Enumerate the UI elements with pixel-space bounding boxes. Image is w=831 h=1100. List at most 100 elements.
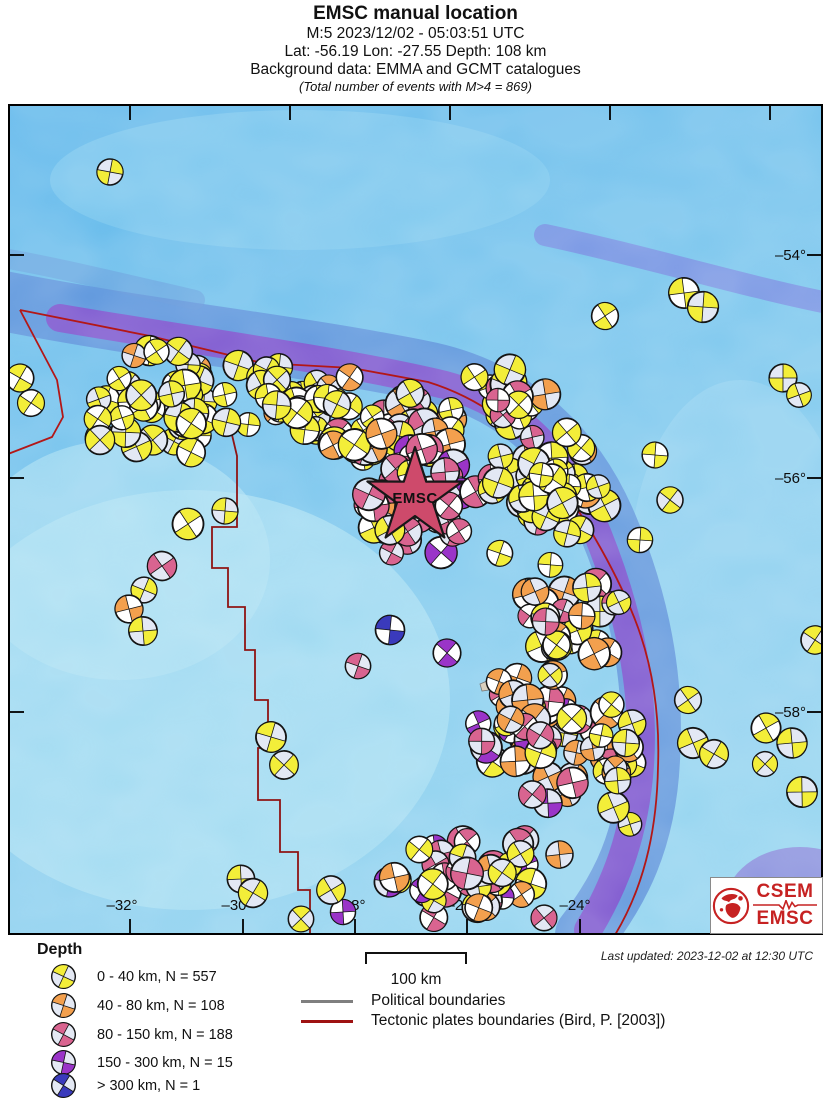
legend-beachball <box>50 992 77 1019</box>
focal-mechanism <box>520 577 550 606</box>
focal-mechanism <box>656 486 684 514</box>
focal-mechanism <box>496 705 525 734</box>
focal-mechanism <box>96 158 124 186</box>
focal-mechanism <box>626 526 654 554</box>
legend-item-label: 150 - 300 km, N = 15 <box>97 1054 233 1071</box>
legend: Depth 0 - 40 km, N = 557 40 - 80 km, N =… <box>0 935 831 1100</box>
lat-label: –54° <box>775 247 806 264</box>
focal-mechanism <box>237 877 269 909</box>
lat-label: –58° <box>775 704 806 721</box>
focal-mechanism <box>493 353 527 387</box>
focal-mechanism <box>235 412 261 437</box>
focal-mechanism <box>537 551 564 578</box>
bathymetry-background <box>8 104 823 935</box>
focal-mechanism <box>572 572 602 603</box>
focal-mechanism <box>211 497 239 525</box>
focal-mechanism <box>450 856 484 891</box>
epicenter-star: EMSC <box>366 445 464 539</box>
legend-beachball <box>50 1072 77 1099</box>
focal-mechanism <box>352 477 386 512</box>
focal-mechanism <box>121 342 147 369</box>
focal-mechanism <box>109 405 135 431</box>
legend-beachball <box>50 963 77 990</box>
focal-mechanism <box>143 338 170 365</box>
event-magnitude-time: M:5 2023/12/02 - 05:03:51 UTC <box>306 25 525 42</box>
focal-mechanism <box>556 703 588 735</box>
focal-mechanism <box>261 390 292 420</box>
focal-mechanism <box>519 424 545 450</box>
focal-mechanism <box>546 486 579 520</box>
focal-mechanism <box>335 363 364 392</box>
focal-mechanism <box>605 589 632 616</box>
focal-mechanism <box>146 550 178 582</box>
legend-item-label: 0 - 40 km, N = 557 <box>97 968 217 985</box>
page-title: EMSC manual location <box>313 3 518 24</box>
focal-mechanism <box>588 723 614 748</box>
focal-mechanism <box>322 390 352 419</box>
legend-item-label: 80 - 150 km, N = 188 <box>97 1026 233 1043</box>
focal-mechanism <box>597 791 630 824</box>
focal-mechanism <box>751 750 779 778</box>
focal-mechanism <box>163 336 194 367</box>
beachball-icon <box>50 1072 77 1099</box>
beachball-icon <box>50 963 77 990</box>
beachball-icon <box>50 1049 77 1076</box>
focal-mechanism <box>545 840 574 869</box>
focal-mechanism <box>641 441 669 469</box>
focal-mechanism <box>598 691 625 718</box>
tectonic-boundary <box>8 309 64 455</box>
logo-text: CSEM EMSC <box>749 882 821 928</box>
focal-mechanism <box>786 382 812 408</box>
legend-item-depth-150-300: 150 - 300 km, N = 15 <box>50 1049 233 1076</box>
focal-mechanism <box>211 407 242 438</box>
focal-mechanism <box>374 614 406 646</box>
focal-mechanism <box>526 721 555 750</box>
focal-mechanism <box>485 387 511 413</box>
focal-mechanism <box>786 776 818 808</box>
focal-mechanism <box>464 893 494 923</box>
focal-mechanism <box>553 519 582 548</box>
focal-mechanism <box>567 601 596 630</box>
focal-mechanism <box>542 630 572 660</box>
focal-mechanism <box>676 726 710 760</box>
beachball-icon <box>50 1021 77 1048</box>
logo-line-csem: CSEM <box>756 881 814 902</box>
focal-mechanism <box>556 766 589 800</box>
focal-mechanism <box>16 388 46 418</box>
focal-mechanism <box>430 457 461 488</box>
background-data-note: Background data: EMMA and GCMT catalogue… <box>250 61 581 78</box>
legend-beachball <box>50 1021 77 1048</box>
focal-mechanism <box>344 652 372 680</box>
focal-mechanism <box>269 750 299 780</box>
beachball-icon <box>50 992 77 1019</box>
political-boundary-label: Political boundaries <box>371 992 506 1009</box>
focal-mechanism <box>530 904 558 932</box>
map-canvas: –54°–56°–58°–32°–30°–28°–26°–24°EMSC CSE… <box>8 104 823 935</box>
focal-mechanism <box>316 875 346 905</box>
focal-mechanism <box>255 721 287 753</box>
focal-mechanism <box>287 905 315 933</box>
focal-mechanism <box>481 466 515 499</box>
focal-mechanism <box>125 379 158 412</box>
legend-item-depth-300plus: > 300 km, N = 1 <box>50 1072 200 1099</box>
logo-line-emsc: EMSC <box>756 908 814 929</box>
focal-mechanism <box>84 424 116 456</box>
focal-mechanism <box>487 443 514 470</box>
focal-mechanism <box>531 607 560 636</box>
focal-mechanism <box>157 380 186 408</box>
focal-mechanism <box>750 712 782 744</box>
tectonic-boundary-swatch <box>301 1020 353 1023</box>
epicenter-label: EMSC <box>392 490 437 507</box>
focal-mechanism <box>175 407 207 440</box>
focal-mechanism <box>499 745 532 778</box>
political-boundary-swatch <box>301 1000 353 1003</box>
seismicity-map: –54°–56°–58°–32°–30°–28°–26°–24°EMSC <box>8 104 823 935</box>
focal-mechanism <box>378 861 410 893</box>
event-count-note: (Total number of events with M>4 = 869) <box>299 79 532 94</box>
focal-mechanism <box>395 378 425 408</box>
focal-mechanism <box>768 363 798 393</box>
focal-mechanism <box>212 381 238 408</box>
focal-mechanism <box>686 290 720 324</box>
lon-label: –32° <box>106 897 137 914</box>
focal-mechanism <box>585 474 611 499</box>
